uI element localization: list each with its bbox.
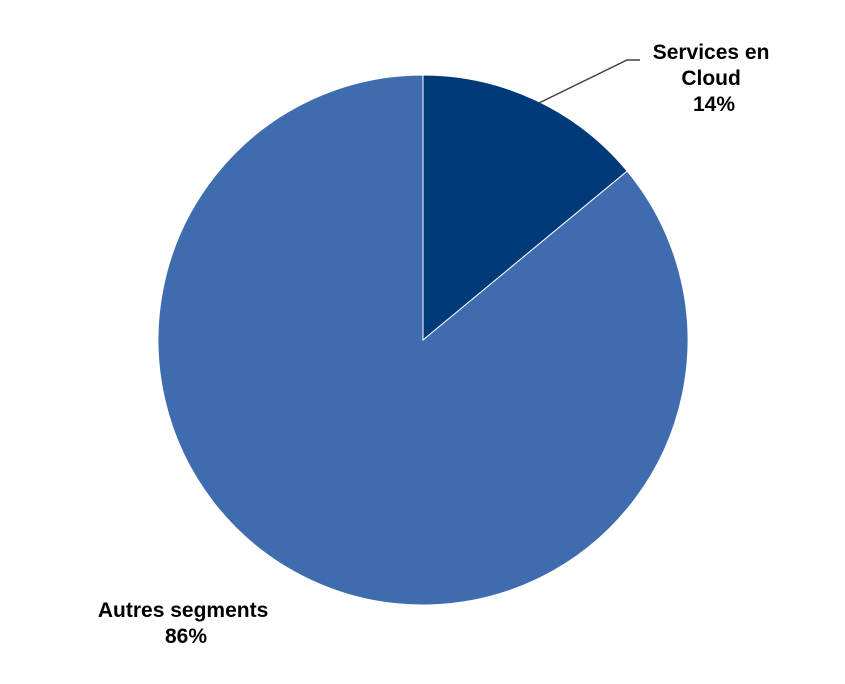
pie-slices	[157, 74, 689, 606]
slice-services-cloud	[422, 74, 628, 342]
slice-autres-segments	[157, 74, 689, 606]
slice-label-autres-segments: Autres segments 86%	[98, 599, 274, 648]
slice-label-autres-segments-line1: Autres segments	[98, 599, 268, 622]
slice-percent-services-cloud: 14%	[693, 93, 735, 116]
slice-label-services-cloud-line2: Cloud	[681, 67, 740, 90]
slice-percent-autres-segments: 86%	[165, 625, 207, 648]
slice-label-services-cloud-line1: Services en	[653, 41, 770, 64]
slice-label-services-cloud: Services en Cloud 14%	[653, 41, 776, 116]
leader-line-services-cloud	[538, 59, 640, 104]
